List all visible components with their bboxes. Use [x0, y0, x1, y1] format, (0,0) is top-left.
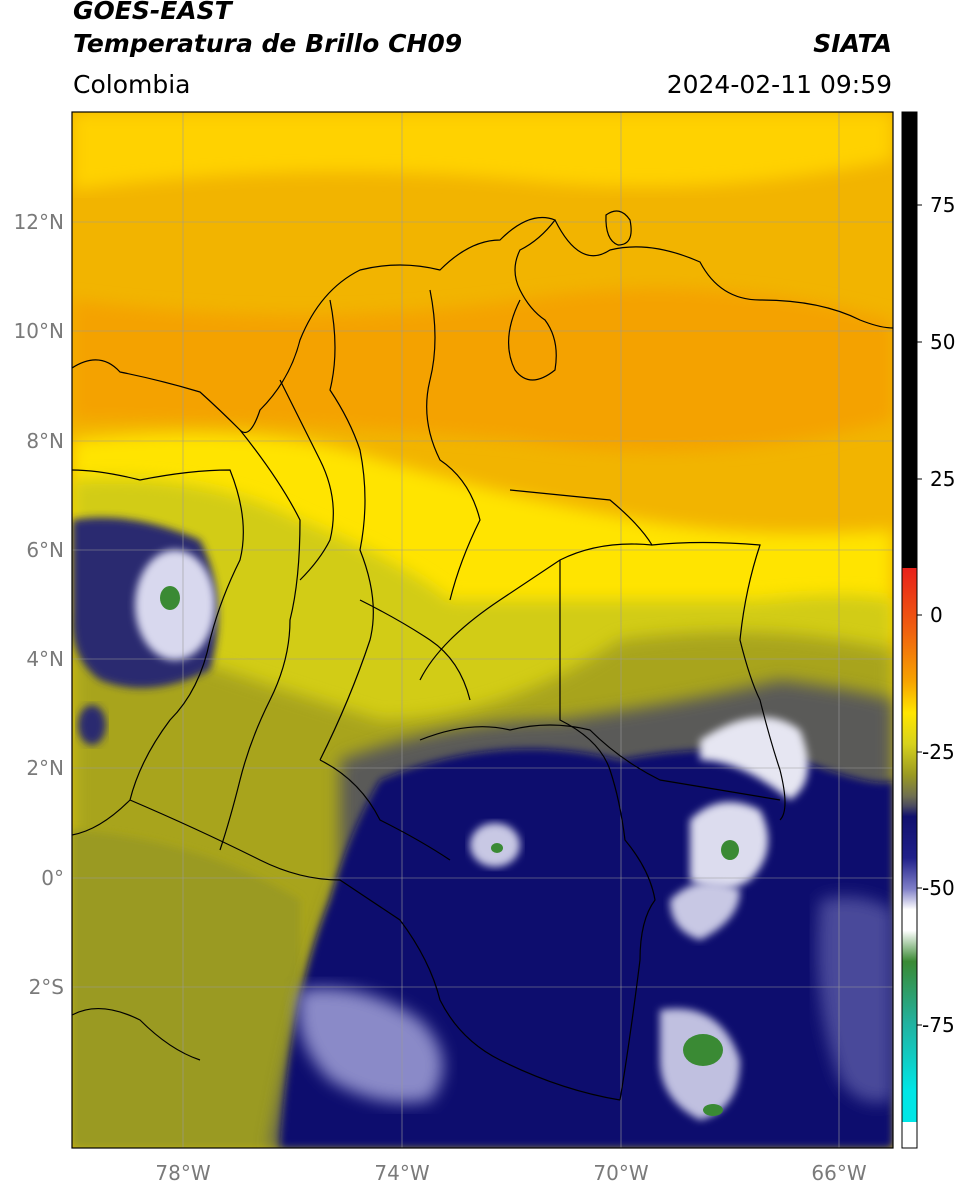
- colorbar-tick-label: -50: [922, 876, 955, 900]
- lat-tick-label: 8°N: [26, 429, 64, 453]
- lon-tick-label: 66°W: [811, 1161, 866, 1185]
- lat-tick-label: 12°N: [14, 210, 64, 234]
- satellite-name: GOES-EAST: [73, 0, 232, 25]
- lon-tick-label: 78°W: [155, 1161, 210, 1185]
- lat-tick-label: 2°S: [29, 975, 64, 999]
- brightness-temperature-field: [72, 112, 893, 1148]
- colorbar-labels: 75 50 25 0 -25 -50 -75: [922, 193, 955, 1037]
- lon-tick-label: 70°W: [593, 1161, 648, 1185]
- product-title: Temperatura de Brillo CH09: [73, 29, 463, 58]
- colorbar-tick-label: 25: [930, 467, 955, 491]
- observation-datetime: 2024-02-11 09:59: [666, 70, 892, 99]
- lat-tick-label: 4°N: [26, 647, 64, 671]
- colorbar-tick-label: 50: [930, 330, 955, 354]
- lon-tick-label: 74°W: [374, 1161, 429, 1185]
- lat-tick-label: 10°N: [14, 319, 64, 343]
- colorbar-tick-label: -25: [922, 740, 955, 764]
- colorbar: [901, 111, 918, 1149]
- lat-tick-label: 6°N: [26, 538, 64, 562]
- region-name: Colombia: [73, 70, 191, 99]
- colorbar-ticks: [917, 204, 922, 1026]
- agency-name: SIATA: [813, 29, 892, 58]
- lat-tick-label: 0°: [41, 866, 64, 890]
- graticule: [72, 112, 893, 1148]
- colorbar-tick-label: 75: [930, 193, 955, 217]
- latitude-axis: 12°N 10°N 8°N 6°N 4°N 2°N 0° 2°S: [14, 210, 64, 999]
- coastlines-and-borders: [72, 210, 893, 1101]
- colorbar-tick-label: -75: [922, 1013, 955, 1037]
- lat-tick-label: 2°N: [26, 756, 64, 780]
- map-frame: [71, 111, 894, 1149]
- longitude-axis: 78°W 74°W 70°W 66°W: [155, 1161, 866, 1185]
- colorbar-tick-label: 0: [930, 603, 943, 627]
